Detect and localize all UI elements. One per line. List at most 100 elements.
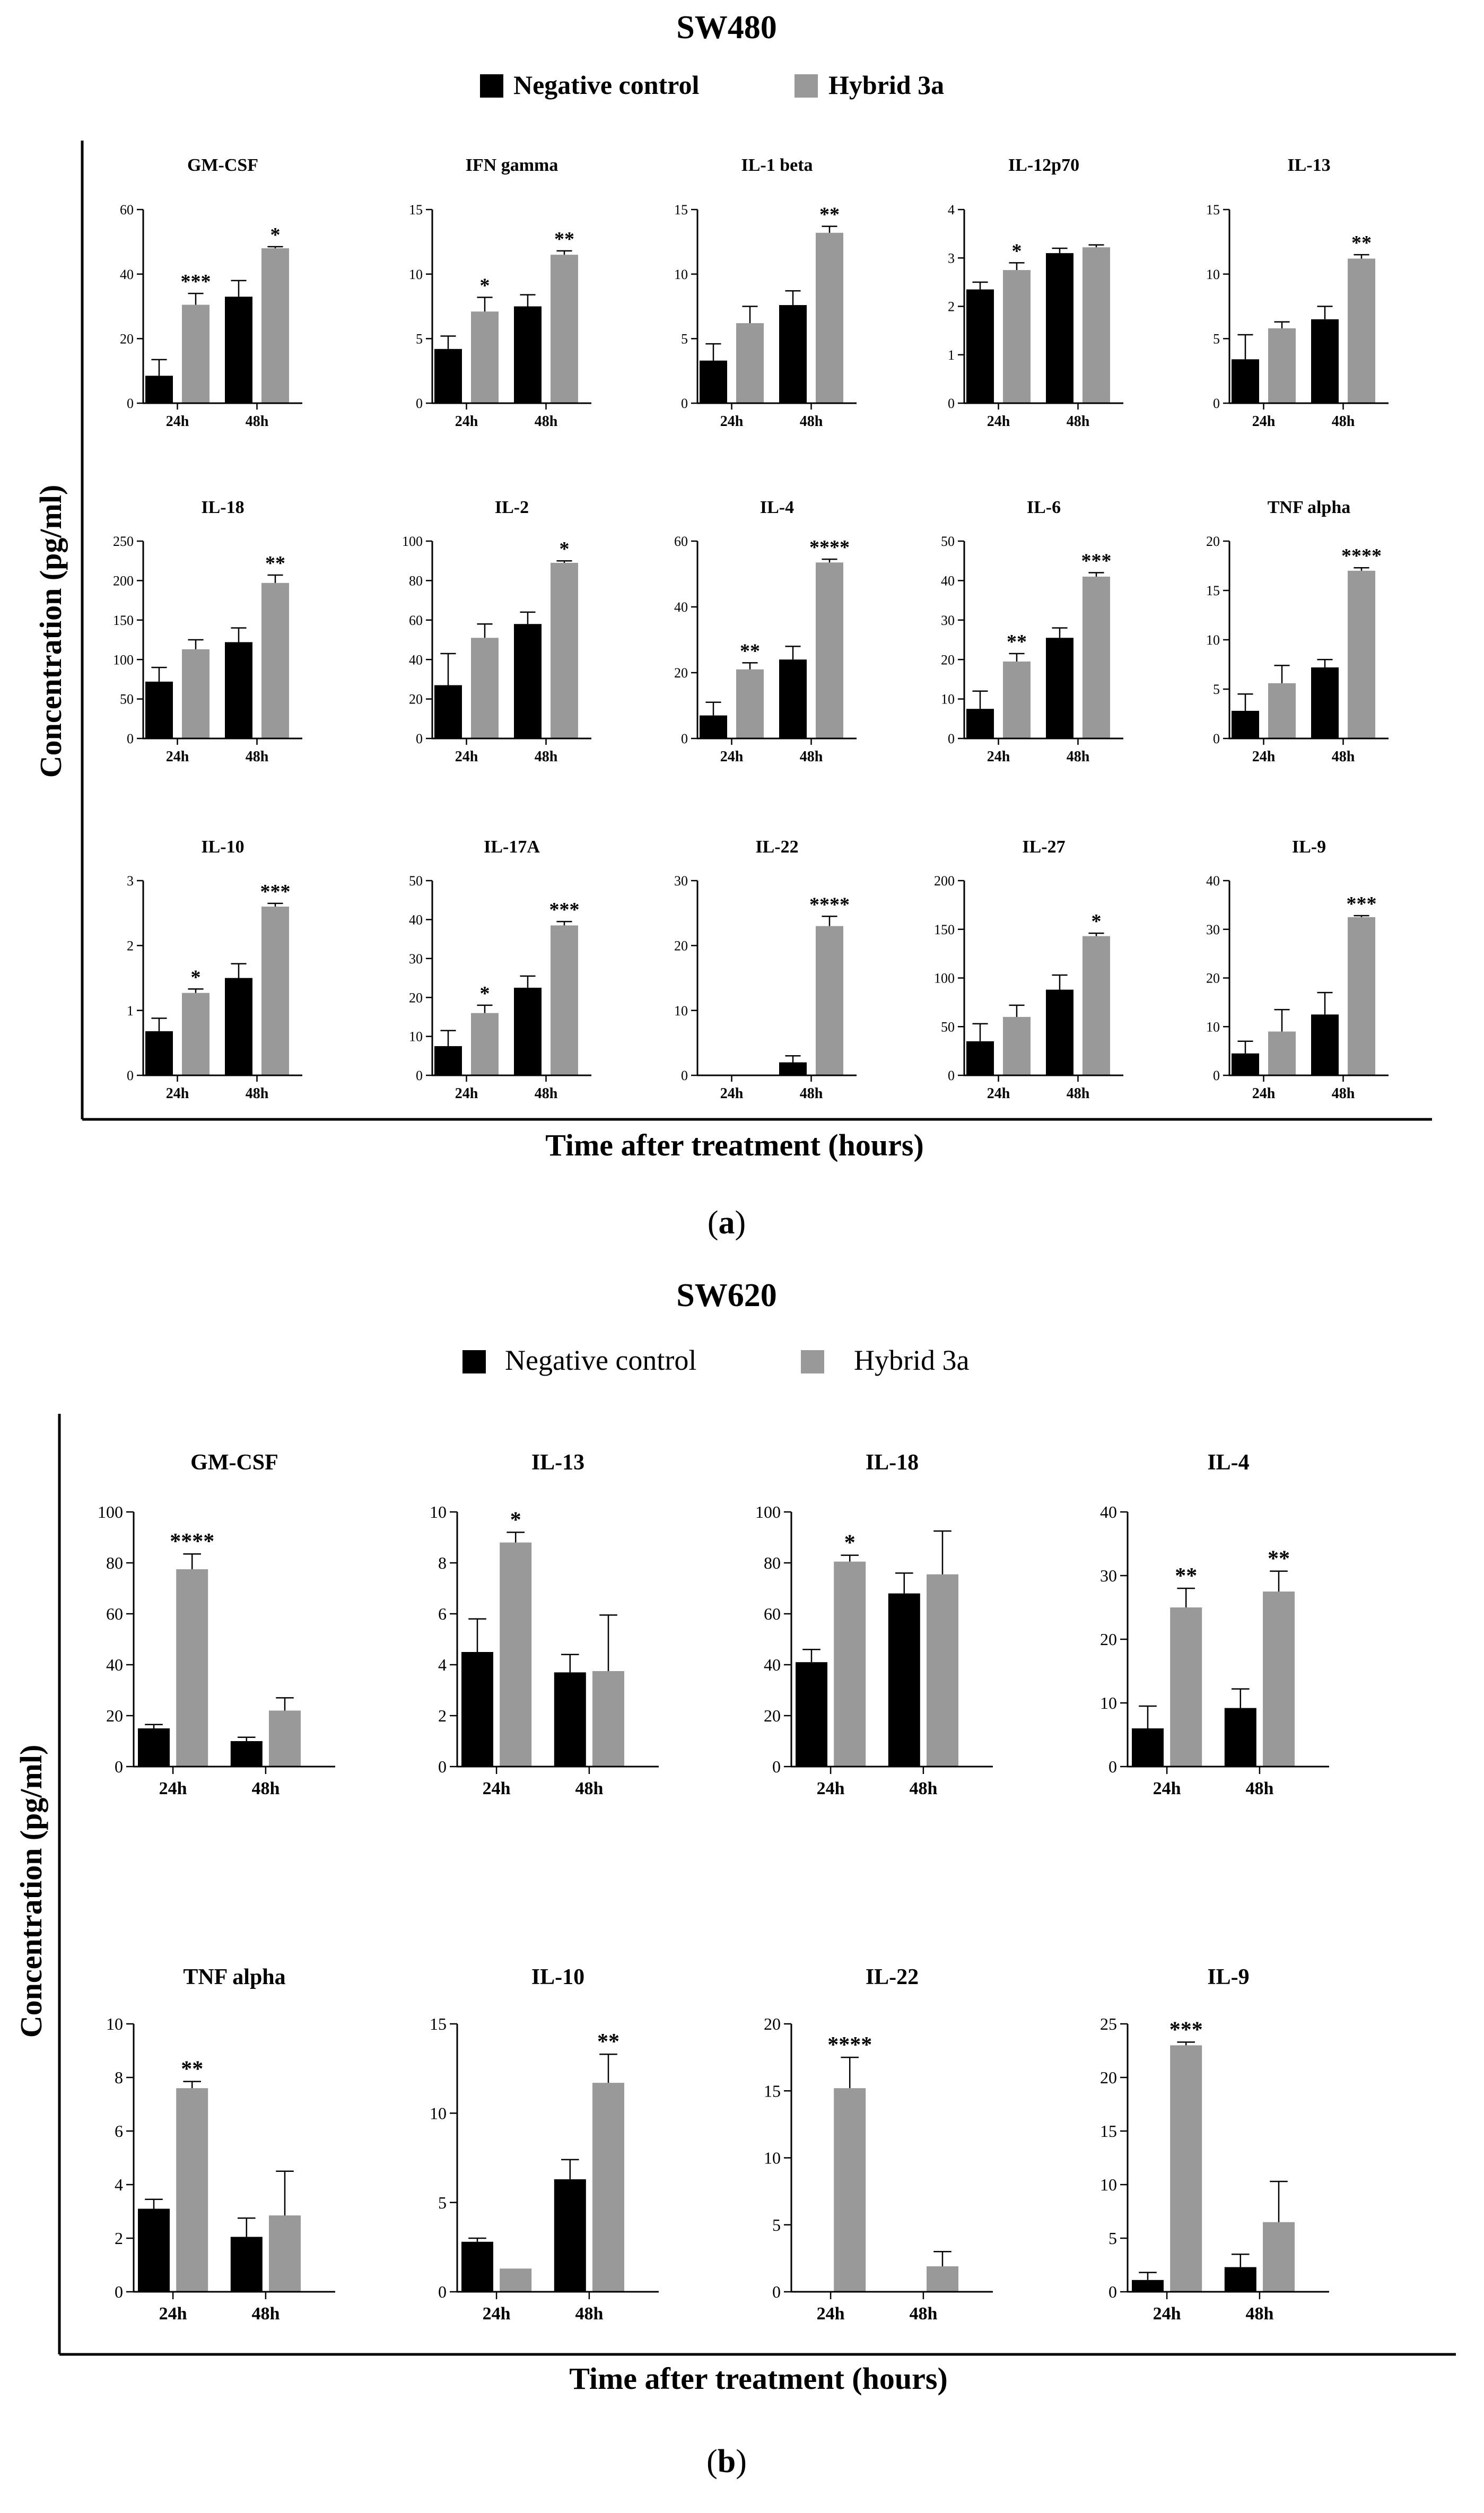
panel-b-il-9-bar-hybrid-3a-24h bbox=[1170, 2045, 1202, 2292]
panel-a-il-1-beta-x-tick-label-48h: 48h bbox=[800, 413, 823, 430]
panel-a-il-12p70-bar-hybrid-3a-24h bbox=[1003, 270, 1031, 403]
panel-b-il-13-y-tick-label-2: 2 bbox=[438, 1706, 447, 1725]
panel-a-gm-csf-significance-24h: *** bbox=[181, 271, 211, 293]
panel-b-il-4-y-tick-label-40: 40 bbox=[1100, 1502, 1117, 1521]
panel-a-tnf-alpha-y-tick-label-0: 0 bbox=[1213, 731, 1220, 746]
panel-a-il-6-x-tick-label-48h: 48h bbox=[1067, 749, 1090, 765]
panel-a-il-1-beta-title: IL-1 beta bbox=[741, 155, 813, 175]
panel-a-il-10-bar-negative-control-24h bbox=[145, 1031, 173, 1075]
panel-a-gm-csf-bar-negative-control-48h bbox=[225, 297, 252, 403]
panel-a-il-4-y-tick-label-20: 20 bbox=[674, 665, 688, 681]
panel-a-il-12p70-bar-negative-control-48h bbox=[1046, 253, 1073, 403]
panel-b-il-13-y-tick-label-0: 0 bbox=[438, 1757, 447, 1776]
panel-b-tnf-alpha-y-tick-label-2: 2 bbox=[115, 2229, 123, 2248]
panel-b-il-4-y-tick-label-0: 0 bbox=[1108, 1757, 1117, 1776]
panel-a-il-27-x-tick-label-24h: 24h bbox=[987, 1085, 1010, 1102]
panel-b-il-10-bar-negative-control-24h bbox=[461, 2241, 493, 2292]
panel-a-il-6-bar-hybrid-3a-48h bbox=[1083, 576, 1110, 738]
panel-a-tnf-alpha-y-tick-label-20: 20 bbox=[1206, 534, 1220, 549]
panel-a-tnf-alpha-bar-hybrid-3a-48h bbox=[1348, 570, 1375, 738]
panel-a-il-10-title: IL-10 bbox=[201, 837, 244, 857]
panel-a-il-12p70-significance-24h: * bbox=[1012, 240, 1022, 262]
panel-a-il-22-y-tick-label-0: 0 bbox=[681, 1068, 688, 1083]
panel-a-il-27-bar-negative-control-24h bbox=[966, 1041, 994, 1075]
panel-b-il-22-x-tick-label-48h: 48h bbox=[909, 2304, 937, 2324]
panel-a-il-1-beta-y-tick-label-15: 15 bbox=[674, 202, 688, 218]
panel-b-il-9-significance-24h: *** bbox=[1169, 2018, 1203, 2042]
legend-swatch-hybrid-3a bbox=[795, 74, 818, 98]
panel-b-il-9-y-tick-label-15: 15 bbox=[1100, 2121, 1117, 2141]
panel-a-il-6-y-tick-label-20: 20 bbox=[941, 652, 955, 667]
panel-a-ifn-gamma-significance-24h: * bbox=[480, 274, 490, 297]
panel-a-il-2-title: IL-2 bbox=[495, 498, 529, 517]
panel-a-il-17a-bar-hybrid-3a-24h bbox=[471, 1013, 499, 1075]
panel-a-il-27-y-tick-label-200: 200 bbox=[934, 873, 955, 889]
panel-a-il-18-chart: IL-18 ** 0 50 100 150 200 250 24h 48h bbox=[113, 498, 302, 765]
panel-a-il-18-bar-negative-control-48h bbox=[225, 642, 252, 738]
panel-b-tnf-alpha-bar-negative-control-48h bbox=[230, 2237, 263, 2292]
panel-a-il-18-y-tick-label-100: 100 bbox=[113, 652, 134, 667]
panel-a-legend: Negative control Hybrid 3a bbox=[480, 70, 944, 100]
panel-a-il-4-bar-hybrid-3a-48h bbox=[816, 562, 843, 738]
panel-b-il-22-x-tick-label-24h: 24h bbox=[817, 2304, 845, 2324]
panel-a-il-17a-significance-48h: *** bbox=[549, 899, 580, 921]
panel-a-il-13-y-tick-label-15: 15 bbox=[1206, 202, 1220, 218]
panel-a-il-27-bar-negative-control-48h bbox=[1046, 989, 1073, 1075]
panel-a-il-22-bar-negative-control-48h bbox=[779, 1062, 807, 1075]
panel-b-il-9-x-tick-label-48h: 48h bbox=[1245, 2304, 1273, 2324]
panel-b-il-18-chart: IL-18 * 0 20 40 60 80 100 24h 48h bbox=[755, 1450, 993, 1798]
panel-a-gm-csf-significance-48h: * bbox=[270, 224, 281, 246]
panel-a-tnf-alpha-x-tick-label-48h: 48h bbox=[1332, 749, 1355, 765]
panel-a-il-1-beta-bar-hybrid-3a-24h bbox=[736, 323, 764, 403]
panel-a-il-10-y-tick-label-0: 0 bbox=[127, 1068, 134, 1083]
panel-a-il-4-significance-48h: **** bbox=[809, 536, 850, 559]
panel-a-il-9-y-tick-label-0: 0 bbox=[1213, 1068, 1220, 1083]
panel-b-il-18-x-tick-label-24h: 24h bbox=[817, 1779, 845, 1798]
legend-label-hybrid-3a: Hybrid 3a bbox=[854, 1344, 969, 1376]
panel-a-il-2-y-tick-label-80: 80 bbox=[409, 573, 423, 589]
panel-b-legend: Negative control Hybrid 3a bbox=[462, 1344, 969, 1376]
panel-b-il-4-chart: IL-4 ** ** 0 10 20 30 40 24h 48h bbox=[1100, 1450, 1329, 1798]
panel-a-il-10-bar-hybrid-3a-24h bbox=[182, 993, 209, 1075]
panel-b-il-18-y-tick-label-0: 0 bbox=[772, 1757, 781, 1776]
panel-a-gm-csf-y-tick-label-0: 0 bbox=[127, 396, 134, 411]
panel-b-il-18-y-tick-label-60: 60 bbox=[764, 1604, 781, 1623]
panel-b-il-9-y-tick-label-5: 5 bbox=[1108, 2229, 1117, 2248]
panel-a-il-18-y-tick-label-50: 50 bbox=[120, 692, 134, 707]
panel-a-ifn-gamma-y-tick-label-5: 5 bbox=[416, 331, 423, 346]
panel-b-il-4-bar-negative-control-48h bbox=[1224, 1708, 1256, 1767]
panel-a-ifn-gamma-y-tick-label-0: 0 bbox=[416, 396, 423, 411]
panel-a-tnf-alpha-significance-48h: **** bbox=[1341, 545, 1382, 567]
panel-a-il-6-bar-negative-control-24h bbox=[966, 709, 994, 738]
panel-b-il-9-y-tick-label-25: 25 bbox=[1100, 2014, 1117, 2033]
panel-b-il-10-y-tick-label-10: 10 bbox=[430, 2104, 447, 2123]
panel-a-il-13-bar-negative-control-48h bbox=[1311, 319, 1339, 403]
panel-a-il-18-y-tick-label-0: 0 bbox=[127, 731, 134, 746]
panel-a-il-6-y-tick-label-30: 30 bbox=[941, 613, 955, 628]
panel-a-il-6-bar-hybrid-3a-24h bbox=[1003, 661, 1031, 738]
panel-a-il-2-x-tick-label-24h: 24h bbox=[455, 749, 478, 765]
panel-b-il-4-x-tick-label-48h: 48h bbox=[1245, 1779, 1273, 1798]
panel-a-il-9-title: IL-9 bbox=[1292, 837, 1326, 857]
panel-b-tnf-alpha-chart: TNF alpha ** 0 2 4 6 8 10 24h 48h bbox=[106, 1965, 335, 2324]
panel-a-ifn-gamma-y-tick-label-15: 15 bbox=[409, 202, 423, 218]
panel-a-il-4-y-tick-label-0: 0 bbox=[681, 731, 688, 746]
panel-a-il-13-y-tick-label-0: 0 bbox=[1213, 396, 1220, 411]
panel-a-il-22-x-tick-label-24h: 24h bbox=[720, 1085, 744, 1102]
panel-a-il-17a-y-tick-label-20: 20 bbox=[409, 990, 423, 1005]
panel-a-ifn-gamma-bar-negative-control-24h bbox=[434, 349, 462, 403]
panel-b-il-13-x-tick-label-24h: 24h bbox=[483, 1779, 511, 1798]
panel-a-il-17a-x-tick-label-24h: 24h bbox=[455, 1085, 478, 1102]
panel-a-il-4-bar-negative-control-24h bbox=[700, 715, 727, 738]
panel-b-gm-csf-y-tick-label-60: 60 bbox=[106, 1604, 123, 1623]
panel-b-il-4-significance-48h: ** bbox=[1268, 1547, 1290, 1571]
panel-b-gm-csf-bar-hybrid-3a-24h bbox=[176, 1569, 208, 1767]
panel-a-il-10-x-tick-label-48h: 48h bbox=[246, 1085, 269, 1102]
legend-label-hybrid-3a: Hybrid 3a bbox=[828, 70, 944, 100]
panel-a-il-2-y-tick-label-100: 100 bbox=[402, 534, 423, 549]
panel-a-il-13-bar-hybrid-3a-24h bbox=[1268, 328, 1296, 403]
panel-b-gm-csf-x-tick-label-48h: 48h bbox=[251, 1779, 280, 1798]
panel-a-il-27-x-tick-label-48h: 48h bbox=[1067, 1085, 1090, 1102]
